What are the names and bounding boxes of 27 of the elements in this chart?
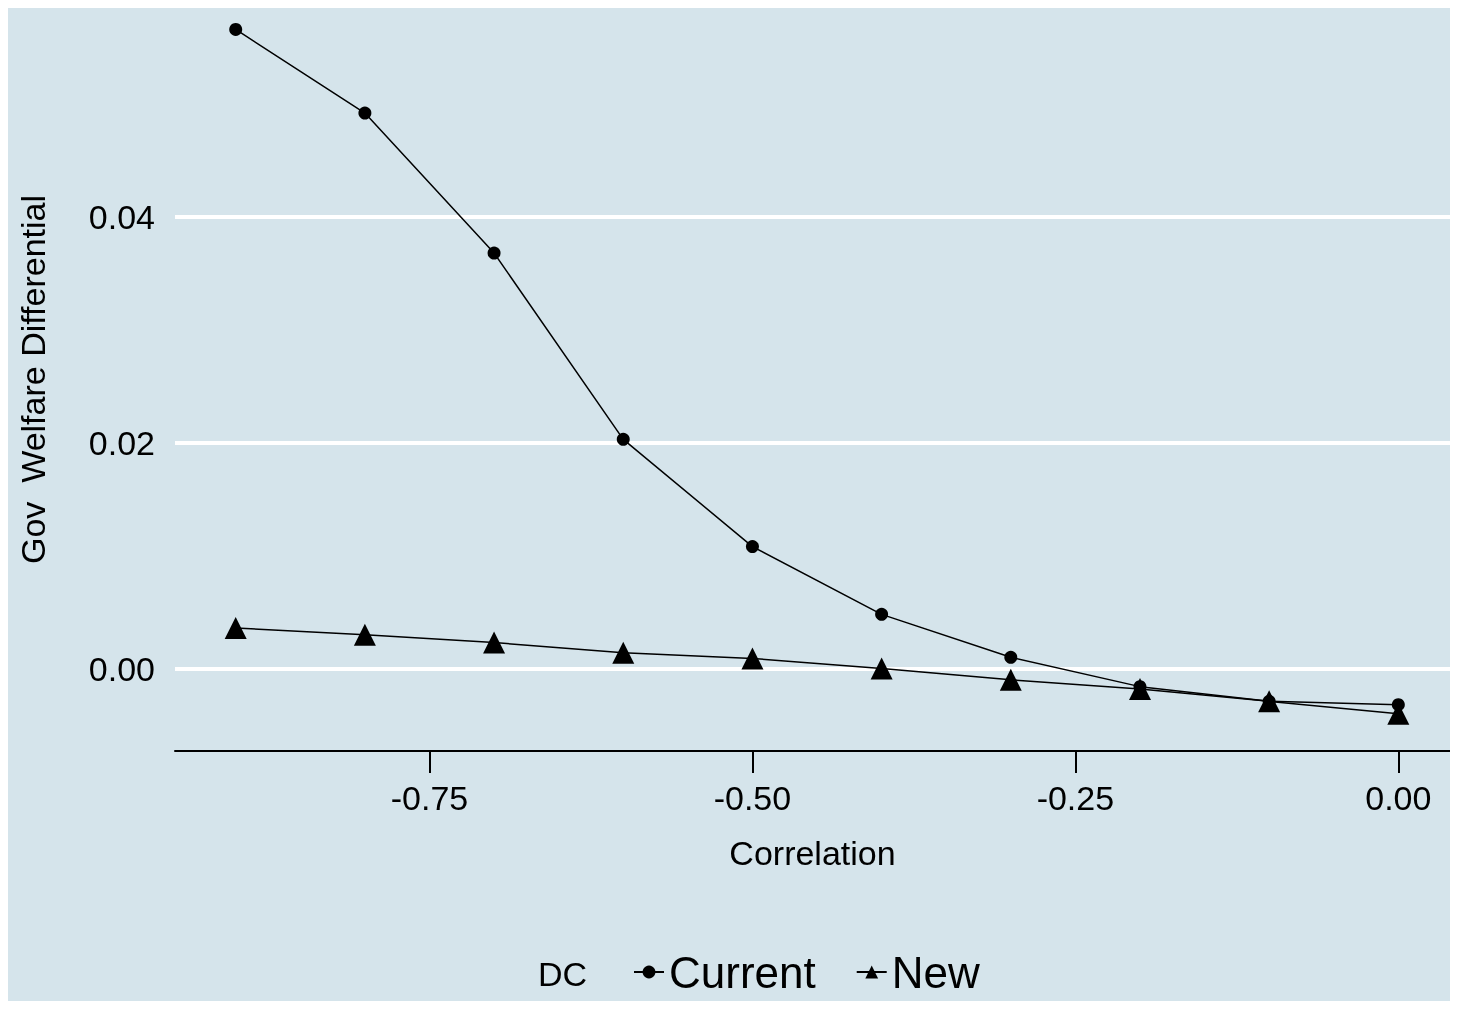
point <box>224 616 247 639</box>
x-tick-label: -0.75 <box>390 779 469 817</box>
point <box>875 607 889 621</box>
point <box>999 668 1022 691</box>
point <box>745 540 759 554</box>
x-axis-title: Correlation <box>729 834 896 872</box>
point <box>487 246 501 260</box>
legend-title: DC <box>538 955 588 993</box>
y-tick-label: 0.04 <box>88 197 155 236</box>
point <box>1004 650 1018 664</box>
y-tick-label: 0.00 <box>88 649 155 688</box>
point <box>229 22 243 36</box>
x-tick-label: -0.25 <box>1036 779 1115 817</box>
point <box>483 631 506 654</box>
x-tick-label: -0.50 <box>713 779 792 817</box>
point <box>1128 677 1151 700</box>
point <box>612 641 635 664</box>
point <box>870 657 893 680</box>
y-axis-title: Gov Welfare Differential <box>14 194 52 565</box>
x-tick-label: 0.00 <box>1365 779 1432 817</box>
y-tick-label: 0.02 <box>88 423 155 462</box>
point <box>741 647 764 670</box>
point <box>358 106 372 120</box>
point <box>616 432 630 446</box>
legend-label: New <box>891 947 980 997</box>
legend-label: Current <box>669 947 816 997</box>
point <box>353 623 376 646</box>
